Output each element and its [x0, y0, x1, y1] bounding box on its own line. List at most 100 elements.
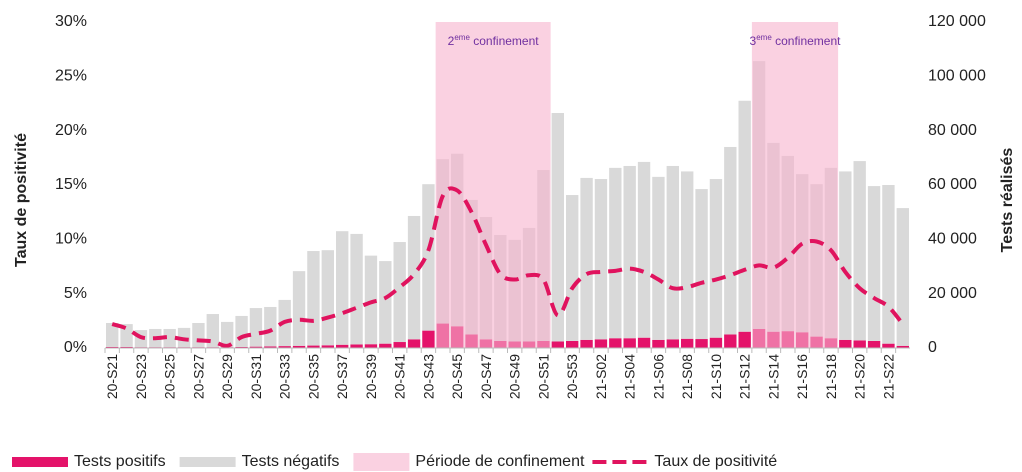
bar: [379, 261, 392, 344]
period-annotation: 2eme confinement: [448, 33, 540, 48]
bar: [551, 113, 564, 342]
bar: [350, 233, 363, 345]
y-tick-label: 0%: [64, 339, 87, 356]
annotation-part: 3: [750, 34, 757, 48]
x-tick-label: 21-S16: [794, 354, 810, 399]
x-tick-label: 21-S12: [737, 354, 753, 399]
bar: [637, 337, 651, 348]
annotation-part: confinement: [772, 34, 841, 48]
bar: [422, 184, 435, 331]
bar: [594, 179, 608, 340]
bar: [709, 337, 723, 348]
annotation-part: confinement: [470, 34, 539, 48]
bar: [249, 308, 263, 347]
legend-label: Taux de positivité: [654, 453, 777, 470]
x-tick-label: 20-S49: [507, 354, 523, 399]
bar: [637, 161, 651, 338]
x-tick-label: 20-S33: [277, 354, 293, 399]
bar: [839, 171, 852, 340]
x-tick-label: 21-S06: [650, 354, 666, 399]
bar: [594, 339, 608, 348]
x-tick-label: 21-S14: [765, 354, 781, 399]
annotation-part: 2: [448, 34, 455, 48]
y2-tick-label: 40 000: [928, 231, 977, 248]
bar: [321, 250, 334, 346]
confinement-period: [435, 22, 551, 348]
bar: [652, 176, 665, 340]
x-tick-label: 20-S47: [478, 354, 494, 399]
bar: [652, 339, 665, 348]
bar: [379, 343, 392, 348]
y2-tick-label: 120 000: [928, 13, 986, 30]
x-tick-label: 20-S53: [564, 354, 580, 399]
legend-label: Tests positifs: [74, 453, 166, 470]
y2-tick-label: 60 000: [928, 176, 977, 193]
x-tick-label: 20-S25: [162, 354, 178, 399]
bar: [249, 346, 263, 348]
bar: [609, 167, 622, 339]
bar: [724, 146, 737, 335]
bar: [192, 323, 205, 348]
x-tick-label: 20-S43: [420, 354, 436, 399]
x-tick-label: 21-S02: [593, 354, 609, 399]
bar: [106, 323, 119, 347]
y-tick-label: 15%: [55, 176, 87, 193]
x-tick-label: 21-S08: [679, 354, 695, 399]
bar: [264, 346, 277, 348]
legend-swatch: [179, 457, 236, 467]
x-tick-label: 20-S29: [219, 354, 235, 399]
x-tick-label: 21-S20: [852, 354, 868, 399]
bar: [221, 321, 234, 348]
y-tick-label: 30%: [55, 13, 87, 30]
bar: [364, 344, 378, 348]
bar: [666, 339, 679, 348]
bar: [882, 343, 895, 348]
x-tick-label: 20-S23: [133, 354, 149, 399]
x-tick-label: 21-S18: [823, 354, 839, 399]
y2-tick-label: 80 000: [928, 122, 977, 139]
x-tick-label: 20-S41: [392, 354, 408, 399]
x-tick-label: 21-S10: [708, 354, 724, 399]
y-tick-label: 25%: [55, 68, 87, 85]
bar: [695, 339, 708, 348]
bar: [407, 339, 421, 348]
y-axis-title: Taux de positivité: [13, 133, 30, 267]
y2-axis-title: Tests réalisés: [999, 148, 1016, 253]
bar: [853, 161, 866, 341]
period-annotation: 3eme confinement: [750, 33, 842, 48]
y-tick-label: 5%: [64, 285, 87, 302]
bar: [882, 185, 895, 344]
bar: [896, 208, 909, 346]
bar: [623, 338, 636, 348]
bar: [321, 345, 334, 348]
y-tick-label: 20%: [55, 122, 87, 139]
bar: [235, 315, 248, 347]
annotation-part: eme: [756, 33, 772, 42]
bar: [407, 215, 421, 340]
legend-label: Période de confinement: [415, 453, 585, 470]
bar: [336, 231, 349, 345]
bar: [580, 339, 593, 348]
annotation-part: eme: [454, 33, 470, 42]
bar: [853, 340, 866, 348]
bar: [106, 346, 119, 348]
bar: [681, 171, 694, 339]
legend-swatch: [12, 457, 68, 467]
y2-tick-label: 20 000: [928, 285, 977, 302]
bar: [666, 165, 679, 340]
y2-tick-label: 100 000: [928, 68, 986, 85]
bar: [623, 165, 636, 339]
bar: [867, 340, 881, 348]
bar: [393, 242, 406, 343]
x-tick-label: 20-S27: [190, 354, 206, 399]
legend-swatch: [353, 453, 410, 471]
bar: [120, 346, 133, 348]
x-tick-label: 20-S37: [334, 354, 350, 399]
x-tick-label: 20-S39: [363, 354, 379, 399]
bar: [695, 189, 708, 340]
bar: [307, 345, 320, 348]
bar: [278, 346, 291, 348]
bar: [292, 271, 306, 346]
x-tick-label: 21-S04: [622, 354, 638, 399]
